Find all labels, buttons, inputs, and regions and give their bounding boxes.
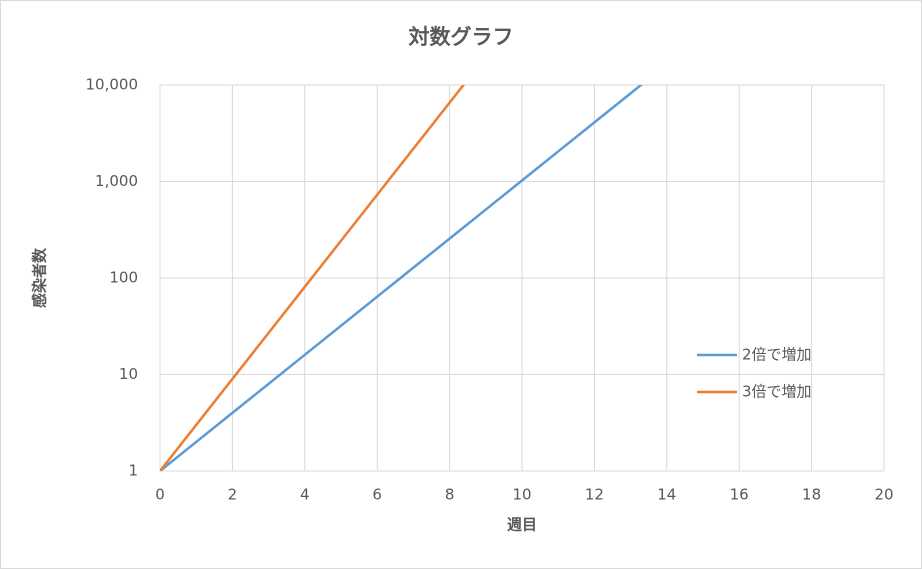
y-tick-label: 10,000 xyxy=(86,76,139,94)
x-tick-label: 6 xyxy=(372,486,382,504)
y-tick-label: 1 xyxy=(128,462,138,480)
x-tick-label: 0 xyxy=(155,486,165,504)
x-axis-label: 週目 xyxy=(507,516,537,534)
data-line xyxy=(160,85,644,471)
x-tick-label: 14 xyxy=(657,486,676,504)
data-line xyxy=(160,85,466,471)
x-tick-label: 4 xyxy=(300,486,310,504)
x-tick-label: 2 xyxy=(228,486,238,504)
y-tick-label: 1,000 xyxy=(95,172,138,190)
x-tick-label: 10 xyxy=(512,486,531,504)
x-tick-label: 12 xyxy=(585,486,604,504)
x-tick-label: 16 xyxy=(730,486,749,504)
x-tick-label: 8 xyxy=(445,486,455,504)
x-tick-label: 18 xyxy=(802,486,821,504)
legend-label: 2倍で増加 xyxy=(742,346,812,364)
y-axis-label: 感染者数 xyxy=(31,247,49,308)
y-tick-label: 100 xyxy=(109,269,138,287)
x-tick-label: 20 xyxy=(874,486,893,504)
legend-label: 3倍で増加 xyxy=(742,383,812,401)
y-tick-label: 10 xyxy=(119,365,138,383)
chart-title: 対数グラフ xyxy=(409,25,514,49)
